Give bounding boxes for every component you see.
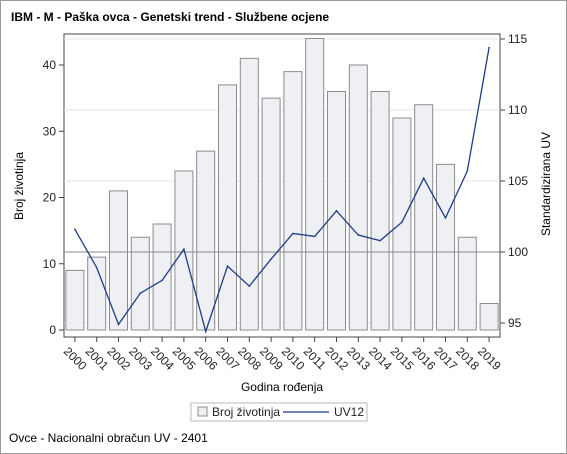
bar-2018 xyxy=(457,236,477,331)
legend-box xyxy=(190,402,368,422)
point-uv12-2019 xyxy=(488,46,490,49)
point-uv12-2015 xyxy=(401,221,403,223)
left-tick-label: 0 xyxy=(49,323,56,337)
x-tick-label-2015: 2015 xyxy=(388,344,417,373)
left-tick-label: 10 xyxy=(43,257,57,271)
bar-2009 xyxy=(261,97,281,331)
x-tick-label-2007: 2007 xyxy=(213,344,242,373)
x-tick-label-2009: 2009 xyxy=(257,344,286,373)
bar-2000 xyxy=(65,269,85,331)
x-tick-label-2010: 2010 xyxy=(279,344,308,373)
y-axis-left-title: Broj životinja xyxy=(12,152,26,220)
plot-area xyxy=(63,33,501,338)
bar-2013 xyxy=(348,64,368,331)
x-tick-label-2016: 2016 xyxy=(410,344,439,373)
x-tick-label-2012: 2012 xyxy=(322,344,351,373)
right-tick-label: 110 xyxy=(508,103,527,117)
bar-2004 xyxy=(152,223,172,331)
bar-2007 xyxy=(218,84,237,331)
point-uv12-2010 xyxy=(292,232,294,235)
x-tick-label-2019: 2019 xyxy=(475,344,504,373)
x-tick-label-2005: 2005 xyxy=(170,344,199,373)
point-uv12-2008 xyxy=(248,285,251,287)
bar-2008 xyxy=(239,57,259,331)
x-tick-label-2014: 2014 xyxy=(366,344,395,373)
x-tick-label-2004: 2004 xyxy=(148,344,177,373)
bar-2002 xyxy=(109,190,128,331)
point-uv12-2013 xyxy=(357,234,360,236)
right-tick-label: 100 xyxy=(508,245,528,259)
point-uv12-2006 xyxy=(204,330,207,333)
left-tick-label: 40 xyxy=(43,58,57,72)
x-tick-label-2002: 2002 xyxy=(104,344,133,373)
bar-2019 xyxy=(479,303,499,331)
left-tick-label: 20 xyxy=(43,191,57,205)
bar-2015 xyxy=(392,117,412,331)
right-tick-label: 105 xyxy=(508,174,528,188)
point-uv12-2014 xyxy=(379,239,381,242)
point-uv12-2004 xyxy=(161,279,163,282)
x-tick-label-2000: 2000 xyxy=(61,344,90,373)
x-tick-label-2001: 2001 xyxy=(83,344,112,373)
x-tick-label-2017: 2017 xyxy=(431,344,460,373)
x-tick-label-2013: 2013 xyxy=(344,344,373,373)
line-uv12 xyxy=(74,47,490,334)
y-axis-right-title: Standardizirana UV xyxy=(539,132,553,236)
bar-2003 xyxy=(130,236,150,331)
point-uv12-2001 xyxy=(95,266,98,269)
bar-2001 xyxy=(87,256,107,331)
x-tick-label-2008: 2008 xyxy=(235,344,264,373)
point-uv12-2003 xyxy=(139,292,142,294)
right-tick-label: 95 xyxy=(508,316,522,330)
point-uv12-2009 xyxy=(270,258,272,260)
left-tick-label: 30 xyxy=(43,124,57,138)
x-tick-label-2003: 2003 xyxy=(126,344,155,373)
point-uv12-2002 xyxy=(117,323,120,326)
point-uv12-2017 xyxy=(444,217,447,219)
bar-2016 xyxy=(414,104,434,331)
x-axis-title: Godina rođenja xyxy=(241,380,323,394)
chart-footnote: Ovce - Nacionalni obračun UV - 2401 xyxy=(9,431,208,445)
legend-swatch-bar xyxy=(197,406,208,417)
point-uv12-2016 xyxy=(422,177,425,179)
x-tick-label-2011: 2011 xyxy=(301,344,329,372)
legend-label-bar: Broj životinja xyxy=(212,405,280,419)
point-uv12-2018 xyxy=(466,170,469,172)
bar-2006 xyxy=(196,150,216,331)
point-uv12-2005 xyxy=(183,248,185,250)
point-uv12-2000 xyxy=(74,228,76,231)
x-tick-label-2006: 2006 xyxy=(192,344,221,373)
chart-title: IBM - M - Paška ovca - Genetski trend - … xyxy=(11,10,330,24)
x-tick-label-2018: 2018 xyxy=(453,344,482,373)
point-uv12-2011 xyxy=(313,235,316,238)
right-tick-label: 115 xyxy=(508,32,527,46)
point-uv12-2012 xyxy=(335,210,338,212)
bar-2010 xyxy=(283,71,303,331)
bar-2014 xyxy=(370,91,390,331)
bar-2011 xyxy=(305,38,325,331)
point-uv12-2007 xyxy=(226,265,229,268)
legend-label-line: UV12 xyxy=(334,405,364,419)
bar-2017 xyxy=(436,163,455,331)
